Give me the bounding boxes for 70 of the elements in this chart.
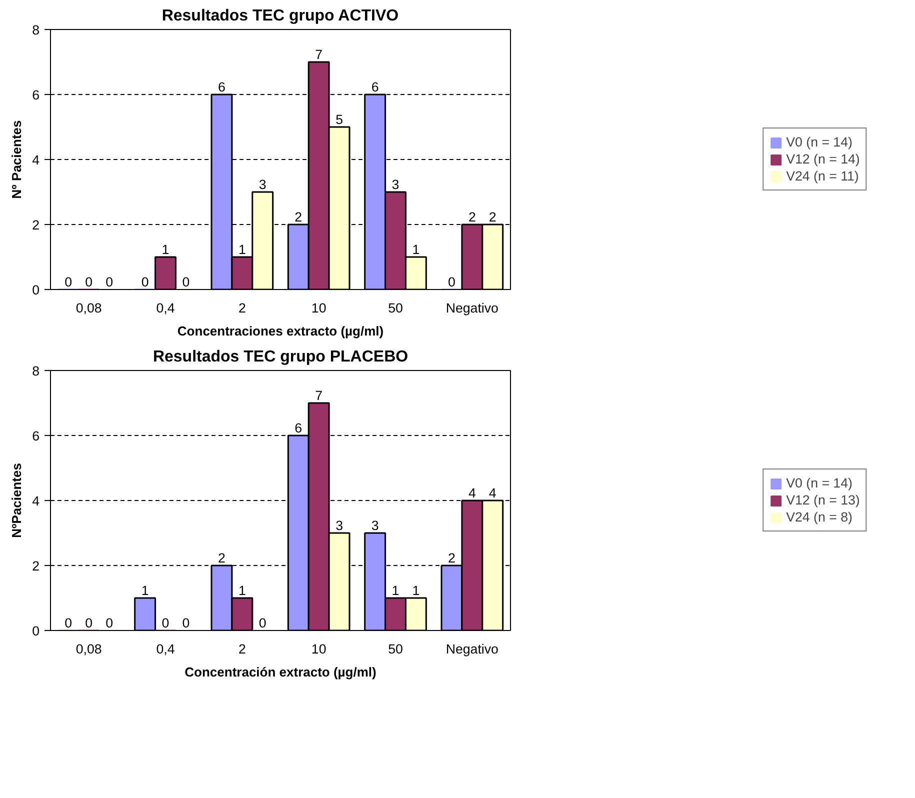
y-axis-title: NºPacientes <box>9 463 24 538</box>
x-tick-label: 50 <box>388 300 403 316</box>
x-axis-title: Concentraciones extracto (µg/ml) <box>177 324 384 338</box>
data-label: 7 <box>315 388 323 403</box>
y-tick-label: 4 <box>32 494 40 508</box>
legend-label: V24 (n = 8) <box>786 510 852 524</box>
data-label: 0 <box>182 616 190 630</box>
data-label: 1 <box>412 583 420 598</box>
data-label: 1 <box>238 583 246 598</box>
y-tick-label: 2 <box>32 218 40 232</box>
data-label: 0 <box>106 274 113 290</box>
data-label: 0 <box>162 616 170 630</box>
y-tick-label: 8 <box>32 364 40 378</box>
data-label: 0 <box>64 274 72 290</box>
data-label: 1 <box>162 242 170 257</box>
x-tick-label: 0,4 <box>156 642 176 656</box>
x-tick-label: 2 <box>238 642 246 656</box>
x-tick-label: 50 <box>388 642 403 656</box>
data-label: 1 <box>412 242 420 257</box>
x-axis-title: Concentración extracto (µg/ml) <box>184 664 376 680</box>
data-label: 3 <box>336 518 343 533</box>
x-tick-label: 2 <box>238 300 246 316</box>
data-label: 6 <box>371 80 379 94</box>
data-label: 2 <box>294 210 302 224</box>
x-tick-label: 0,08 <box>76 642 102 656</box>
legend-label: V0 (n = 14) <box>786 134 852 150</box>
data-label: 1 <box>238 242 246 257</box>
chart-title: Resultados TEC grupo ACTIVO <box>162 8 399 24</box>
y-tick-label: 4 <box>32 152 40 168</box>
data-label: 4 <box>468 486 476 500</box>
legend-label: V12 (n = 13) <box>786 492 860 508</box>
y-tick-label: 6 <box>32 88 40 102</box>
data-label: 2 <box>218 550 226 566</box>
data-label: 3 <box>371 518 379 533</box>
data-label: 0 <box>182 274 190 290</box>
data-label: 2 <box>448 550 456 566</box>
x-tick-label: 10 <box>311 642 326 656</box>
data-label: 6 <box>218 80 226 94</box>
data-label: 0 <box>448 274 456 290</box>
y-tick-label: 6 <box>32 428 40 444</box>
legend-label: V12 (n = 14) <box>786 152 860 166</box>
chart-title: Resultados TEC grupo PLACEBO <box>152 348 408 366</box>
data-label: 3 <box>258 177 266 192</box>
x-tick-label: 10 <box>311 300 326 316</box>
y-tick-label: 8 <box>32 22 40 38</box>
data-label: 0 <box>85 616 93 630</box>
x-tick-label: 0,08 <box>76 300 102 316</box>
data-label: 1 <box>141 583 149 598</box>
data-label: 5 <box>336 112 343 127</box>
data-label: 0 <box>106 616 113 630</box>
x-tick-label: 0,4 <box>156 300 176 316</box>
data-label: 2 <box>468 210 476 224</box>
data-label: 7 <box>315 47 323 62</box>
data-label: 0 <box>141 274 149 290</box>
x-tick-label: Negativo <box>446 642 498 656</box>
y-tick-label: 2 <box>32 558 40 574</box>
x-tick-label: Negativo <box>446 300 498 316</box>
data-label: 1 <box>392 583 400 598</box>
data-label: 3 <box>392 177 400 192</box>
data-label: 2 <box>488 210 496 224</box>
y-axis-title: Nº Pacientes <box>9 120 24 199</box>
data-label: 0 <box>85 274 93 290</box>
y-tick-label: 0 <box>32 282 40 298</box>
data-label: 6 <box>294 420 302 436</box>
data-label: 4 <box>488 486 497 500</box>
data-label: 0 <box>258 616 266 630</box>
legend-label: V0 (n = 14) <box>786 476 852 490</box>
y-tick-label: 0 <box>32 624 40 638</box>
legend-label: V24 (n = 11) <box>786 168 859 184</box>
data-label: 0 <box>64 616 72 630</box>
